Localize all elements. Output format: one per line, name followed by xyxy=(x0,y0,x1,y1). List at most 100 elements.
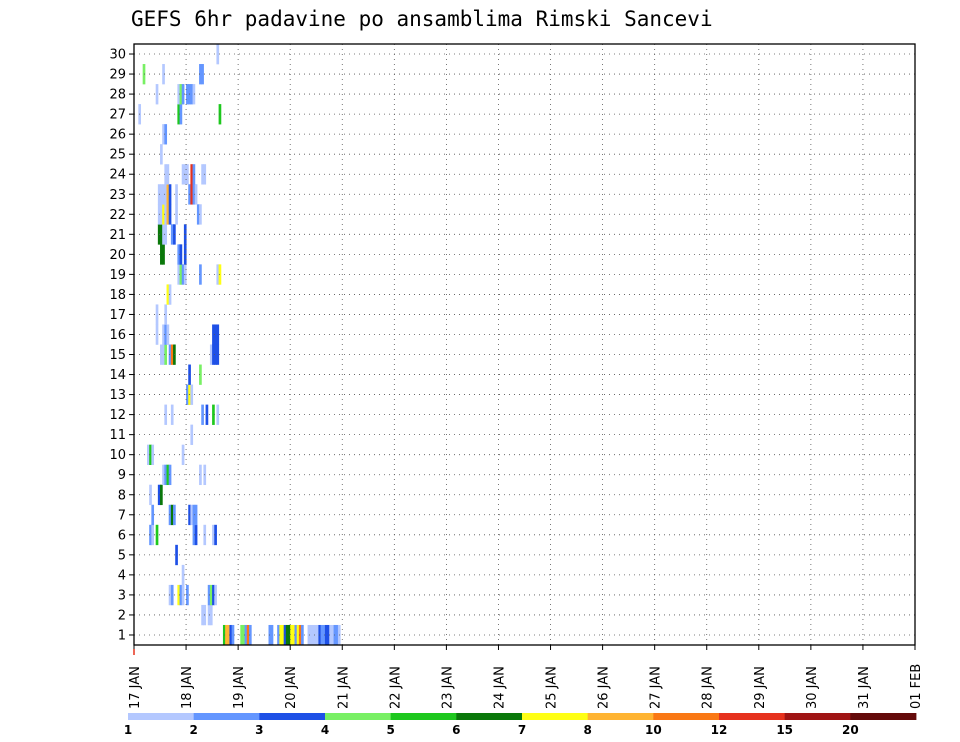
heatmap-cell xyxy=(192,504,196,526)
heatmap-cell xyxy=(183,264,187,285)
heatmap-cell xyxy=(216,44,220,65)
heatmap-cell xyxy=(194,504,198,526)
heatmap-cell xyxy=(316,624,319,646)
heatmap-cell xyxy=(164,324,168,345)
heatmap-cell xyxy=(155,324,159,345)
heatmap-cell xyxy=(162,324,165,345)
y-tick-label: 3 xyxy=(118,588,126,603)
heatmap-cell xyxy=(160,184,163,205)
heatmap-cell xyxy=(160,344,163,365)
heatmap-cell xyxy=(190,384,194,405)
heatmap-cell xyxy=(151,444,155,465)
y-tick-label: 21 xyxy=(109,228,126,243)
heatmap-cell xyxy=(244,624,248,646)
y-tick-label: 26 xyxy=(109,128,126,143)
legend-swatch xyxy=(390,713,457,720)
y-tick-label: 18 xyxy=(109,288,126,303)
x-tick-label: 24 JAN xyxy=(492,666,507,709)
heatmap-cell xyxy=(155,524,159,546)
heatmap-cell xyxy=(209,584,213,606)
heatmap-cell xyxy=(301,624,304,646)
y-tick-label: 25 xyxy=(109,148,126,163)
x-tick-label: 20 JAN xyxy=(284,666,299,709)
heatmap-cell xyxy=(179,264,183,285)
heatmap-cell xyxy=(149,484,152,506)
x-tick-label: 25 JAN xyxy=(545,666,560,709)
heatmap-cell xyxy=(199,464,202,486)
y-tick-label: 6 xyxy=(118,528,126,543)
y-tick-label: 1 xyxy=(118,628,126,643)
heatmap-cell xyxy=(149,524,152,546)
heatmap-cell xyxy=(166,164,170,185)
heatmap-cell xyxy=(192,524,196,546)
y-tick-label: 20 xyxy=(109,248,126,263)
heatmap-cell xyxy=(170,344,174,365)
heatmap-cell xyxy=(192,164,196,185)
heatmap-cell xyxy=(194,524,198,546)
heatmap-cell xyxy=(270,624,274,646)
legend-label: 5 xyxy=(386,723,394,737)
heatmap-cell xyxy=(151,504,155,526)
heatmap-cell xyxy=(279,624,283,646)
x-tick-label: 19 JAN xyxy=(232,666,247,709)
heatmap-cell xyxy=(212,404,215,425)
heatmap-cell xyxy=(162,464,165,486)
y-tick-label: 16 xyxy=(109,328,126,343)
x-tick-label: 23 JAN xyxy=(440,666,455,709)
plot-frame xyxy=(133,43,916,646)
legend-label: 6 xyxy=(452,723,460,737)
legend-label: 7 xyxy=(518,723,526,737)
heatmap-cell xyxy=(177,244,181,265)
legend-label: 12 xyxy=(711,723,728,737)
heatmap-cell xyxy=(320,624,324,646)
heatmap-cell xyxy=(151,524,155,546)
y-tick-label: 11 xyxy=(109,428,126,443)
y-tick-label: 12 xyxy=(109,408,126,423)
heatmap-cell xyxy=(190,424,194,445)
x-tick-label: 21 JAN xyxy=(336,666,351,709)
heatmap-cell xyxy=(186,164,189,185)
heatmap-cell xyxy=(231,624,235,646)
legend-label: 8 xyxy=(583,723,591,737)
heatmap-cell xyxy=(183,224,187,245)
heatmap-cell xyxy=(190,504,194,526)
heatmap-cell xyxy=(166,204,170,225)
heatmap-cell xyxy=(179,244,183,265)
legend-label: 4 xyxy=(321,723,329,737)
heatmap-cell xyxy=(199,264,202,285)
y-tick-label: 23 xyxy=(109,188,126,203)
heatmap-cell xyxy=(285,624,289,646)
legend-swatch xyxy=(719,713,786,720)
legend-swatch xyxy=(193,713,260,720)
heatmap-cell xyxy=(164,204,168,225)
heatmap-cell xyxy=(242,624,246,646)
heatmap-cell xyxy=(329,624,332,646)
heatmap-cell xyxy=(225,624,228,646)
heatmap-cell xyxy=(160,204,163,225)
heatmap-cell xyxy=(175,544,178,566)
heatmap-cell xyxy=(214,584,217,606)
heatmap-cell xyxy=(212,344,215,365)
y-tick-label: 27 xyxy=(109,108,126,123)
chart-title: GEFS 6hr padavine po ansamblima Rimski S… xyxy=(131,7,713,31)
heatmap-cell xyxy=(164,224,168,245)
heatmap-cell xyxy=(162,204,165,225)
heatmap-cell xyxy=(179,104,183,125)
heatmap-cell xyxy=(170,584,174,606)
heatmap-cell xyxy=(307,624,311,646)
heatmap-cell xyxy=(201,604,204,626)
x-tick-label: 18 JAN xyxy=(180,666,195,709)
x-tick-label: 31 JAN xyxy=(857,666,872,709)
x-tick-label: 28 JAN xyxy=(701,666,716,709)
legend-swatch xyxy=(587,713,654,720)
heatmap-cell xyxy=(179,84,183,105)
heatmap-cell xyxy=(177,104,181,125)
heatmap-cell xyxy=(277,624,280,646)
heatmap-cell xyxy=(177,264,181,285)
y-tick-label: 5 xyxy=(118,548,126,563)
y-tick-label: 24 xyxy=(109,168,126,183)
heatmap-cell xyxy=(160,244,163,265)
y-tick-label: 8 xyxy=(118,488,126,503)
heatmap-cell xyxy=(168,344,172,365)
heatmap-cell xyxy=(292,624,296,646)
